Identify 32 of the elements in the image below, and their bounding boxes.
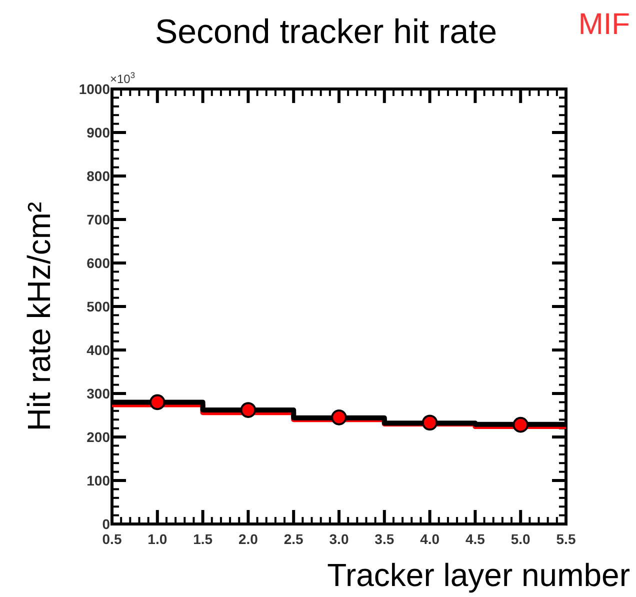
x-tick-label: 4.0 <box>420 531 440 547</box>
y-tick-label: 700 <box>86 212 110 228</box>
y-tick-label: 800 <box>86 168 110 184</box>
y-tick-label: 500 <box>86 298 110 314</box>
point <box>331 410 347 426</box>
point <box>422 414 438 431</box>
y-tick-label: 900 <box>86 124 110 140</box>
point <box>149 394 166 410</box>
x-tick-label: 3.5 <box>374 531 394 547</box>
x-tick-label: 5.0 <box>510 531 531 547</box>
x-tick-label: 2.0 <box>238 531 258 547</box>
chart-title: Second tracker hit rate <box>154 13 498 51</box>
x-tick-label: 3.0 <box>329 531 349 547</box>
y-tick-label: 600 <box>86 255 110 271</box>
x-tick-label: 2.5 <box>284 531 304 547</box>
x-tick-label: 1.5 <box>193 531 213 547</box>
y-axis-title: Hit rate kHz/cm² <box>21 201 57 432</box>
y-tick-label: 300 <box>86 386 110 402</box>
x-tick-label: 1.0 <box>148 531 168 547</box>
y-tick-label: 400 <box>86 342 110 358</box>
x-tick-label: 0.5 <box>102 531 122 547</box>
point <box>240 402 256 418</box>
y-tick-label: 0 <box>102 516 110 532</box>
x-tick-label: 5.5 <box>556 531 576 547</box>
text: MIF <box>578 8 630 41</box>
x-axis-title: Tracker layer number <box>327 557 630 593</box>
text: ×10$^{3}$ <box>110 70 136 86</box>
x-tick-label: 4.5 <box>465 531 486 547</box>
y-tick-label: 200 <box>86 429 110 445</box>
y-tick-label: 100 <box>86 472 110 488</box>
point <box>512 416 529 433</box>
y-tick-label: 1000 <box>78 81 110 97</box>
